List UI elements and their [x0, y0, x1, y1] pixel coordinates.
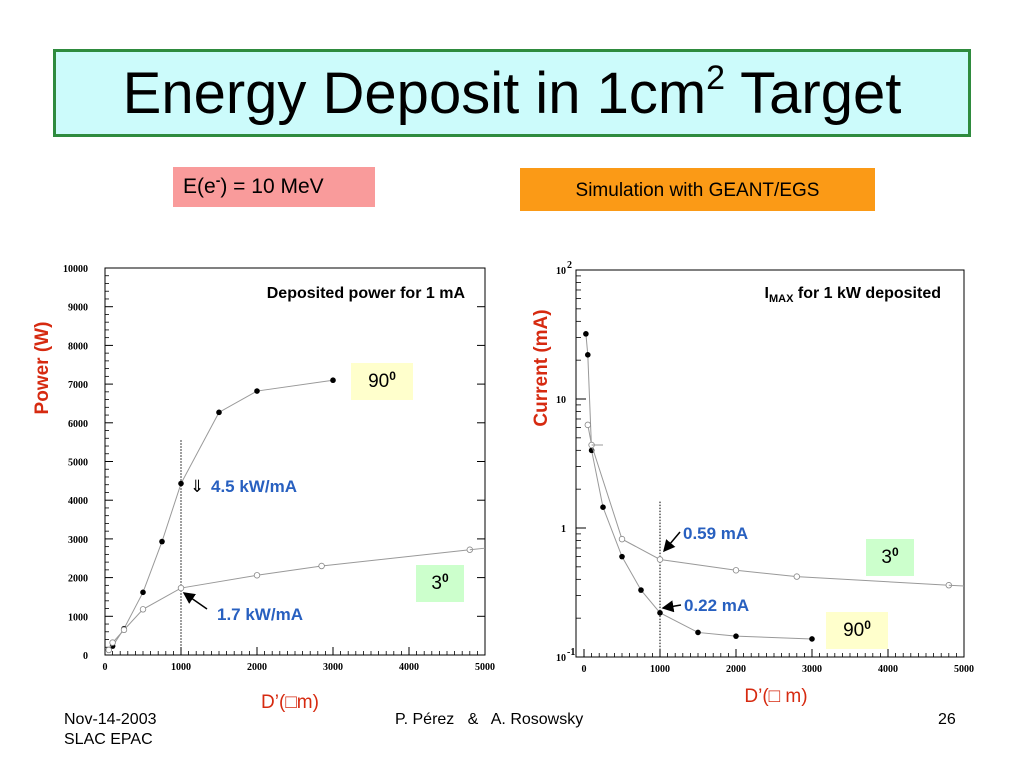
data-point [638, 587, 644, 593]
y-tick-label: 10 [556, 653, 566, 664]
annotation-arrow: ⇓ [190, 477, 204, 496]
data-point [793, 573, 800, 580]
y-tick-label: 1000 [68, 612, 88, 623]
data-point [584, 421, 591, 429]
data-point [159, 538, 165, 545]
data-point [619, 553, 625, 560]
footer-venue: SLAC EPAC [64, 731, 153, 748]
annotation-4-5-kw: 4.5 kW/mA [211, 477, 297, 496]
data-point [120, 626, 128, 634]
series-line-extension [469, 547, 486, 551]
y-tick-label: 0 [83, 651, 88, 662]
x-tick-label: 0 [103, 662, 108, 673]
data-point [732, 567, 740, 574]
series-line-extension [948, 584, 965, 587]
x-tick-label: 5000 [475, 662, 495, 673]
y-tick-exponent: 2 [567, 260, 572, 271]
data-point [657, 610, 663, 616]
y-tick-exponent: -1 [567, 647, 575, 658]
data-point [253, 572, 261, 579]
y-tick-label: 10000 [63, 264, 88, 275]
data-point [733, 633, 739, 639]
annotation-arrow-line [663, 531, 681, 553]
annotation-arrow-line [182, 592, 208, 610]
data-point [600, 504, 606, 510]
data-point [656, 556, 664, 563]
y-tick-label: 10 [556, 266, 566, 277]
data-point [585, 352, 591, 358]
data-point [177, 584, 185, 592]
data-point [809, 636, 815, 642]
page-title: Energy Deposit in 1cm2 Target [122, 59, 902, 126]
x-tick-label: 2000 [247, 662, 267, 673]
power-chart: 0 1000 2000 3000 4000 5000 0 1000 2000 3000 4000 50… [32, 264, 495, 713]
legend-3-left: 30 [416, 565, 464, 602]
y-tick-label: 9000 [68, 303, 88, 314]
y-tick-label: 10 [556, 395, 566, 406]
data-point [139, 606, 147, 613]
current-chart-title: IMAX for 1 kW deposited [765, 285, 941, 305]
legend-3-right: 30 [866, 539, 914, 576]
annotation-arrow-line [661, 600, 682, 613]
x-tick-label: 4000 [399, 662, 419, 673]
data-point [178, 480, 184, 487]
power-chart-ylabel: Power (W) [32, 322, 53, 415]
data-point [254, 388, 260, 394]
annotation-1-7-kw: 1.7 kW/mA [217, 605, 303, 624]
annotation-0-59-ma: 0.59 mA [683, 524, 748, 543]
y-tick-label: 6000 [68, 419, 88, 430]
energy-label: E(e-) = 10 MeV [173, 167, 375, 207]
annotation-0-22-ma: 0.22 mA [684, 596, 749, 615]
x-tick-label: 2000 [726, 664, 746, 675]
data-point [695, 629, 701, 636]
y-tick-label: 7000 [68, 380, 88, 391]
simulation-label: Simulation with GEANT/EGS [520, 168, 875, 211]
power-chart-title: Deposited power for 1 mA [267, 285, 466, 302]
y-tick-label: 5000 [68, 458, 88, 469]
data-point [216, 409, 222, 416]
data-point [330, 377, 336, 384]
legend-90-right: 900 [826, 612, 888, 649]
y-tick-label: 1 [561, 524, 566, 535]
data-point [140, 589, 146, 596]
x-tick-label: 1000 [650, 664, 670, 675]
series-line-0 [112, 379, 334, 647]
current-chart-xlabel: D’(□ m) [744, 686, 807, 707]
y-tick-label: 2000 [68, 574, 88, 585]
current-chart-ylabel: Current (mA) [531, 309, 552, 426]
current-chart-frame [575, 269, 965, 658]
footer-authors: P. Pérez & A. Rosowsky [395, 711, 584, 728]
series-line-0 [585, 333, 813, 640]
data-point [618, 535, 626, 543]
y-tick-label: 8000 [68, 341, 88, 352]
data-point [318, 562, 325, 570]
x-tick-label: 5000 [954, 664, 974, 675]
legend-90-left: 900 [351, 363, 413, 400]
power-chart-xlabel: D’(□m) [261, 692, 319, 713]
data-point [105, 646, 112, 654]
x-tick-label: 3000 [802, 664, 822, 675]
title-box: Energy Deposit in 1cm2 Target [53, 49, 971, 137]
data-point [109, 639, 116, 646]
footer-date: Nov-14-2003 SLAC EPAC [64, 711, 157, 748]
x-tick-label: 1000 [171, 662, 191, 673]
x-tick-label: 0 [582, 664, 587, 675]
footer-page-number: 26 [938, 711, 956, 728]
x-tick-label: 4000 [878, 664, 898, 675]
data-point [583, 331, 589, 337]
y-tick-label: 3000 [68, 535, 88, 546]
y-tick-label: 4000 [68, 496, 88, 507]
x-tick-label: 3000 [323, 662, 343, 673]
